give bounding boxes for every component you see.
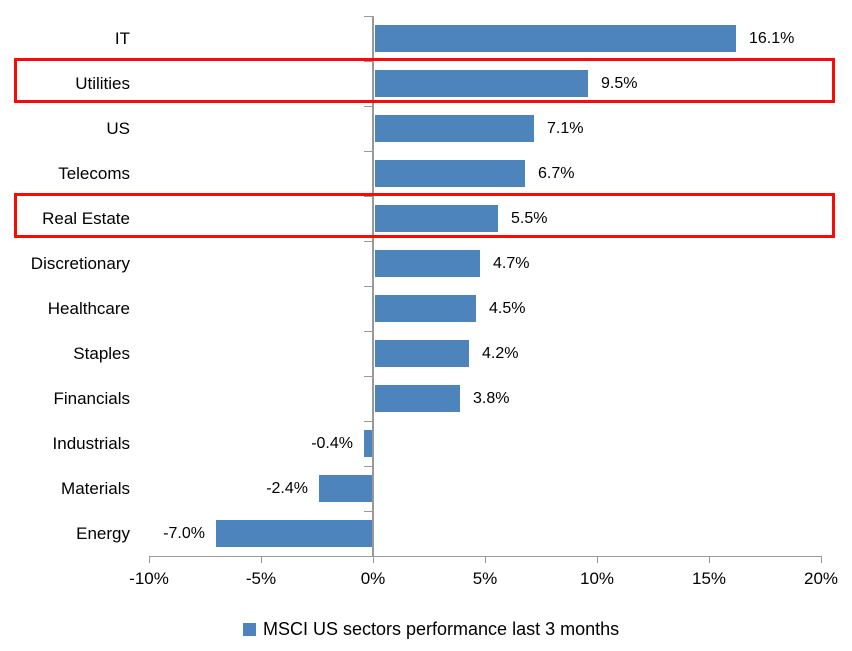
y-axis-tick: [364, 106, 372, 107]
chart-row: Discretionary 4.7%: [0, 241, 852, 286]
chart-row: Energy -7.0%: [0, 511, 852, 556]
highlight-box-utilities: [14, 58, 835, 103]
bar: [375, 115, 534, 142]
category-label: Healthcare: [47, 299, 130, 318]
chart-row: Staples 4.2%: [0, 331, 852, 376]
chart-row: Healthcare 4.5%: [0, 286, 852, 331]
legend: MSCI US sectors performance last 3 month…: [243, 619, 619, 640]
value-label: 3.8%: [473, 390, 510, 407]
y-axis-tick: [364, 421, 372, 422]
y-axis-tick: [364, 331, 372, 332]
legend-label: MSCI US sectors performance last 3 month…: [263, 619, 620, 639]
category-label: Energy: [76, 524, 130, 543]
category-label: IT: [114, 29, 130, 48]
chart-row: Materials -2.4%: [0, 466, 852, 511]
value-label: 16.1%: [749, 30, 795, 47]
y-axis-tick: [364, 151, 372, 152]
bar: [375, 205, 498, 232]
value-label: 4.5%: [489, 300, 526, 317]
x-axis-tick-label: 15%: [691, 569, 727, 588]
y-axis-tick: [364, 511, 372, 512]
value-label: 4.7%: [493, 255, 530, 272]
x-axis-tick-label: 10%: [579, 569, 615, 588]
bar: [319, 475, 373, 502]
value-label: 4.2%: [482, 345, 519, 362]
bar: [375, 250, 480, 277]
y-axis-tick: [364, 241, 372, 242]
chart-row: IT 16.1%: [0, 16, 852, 61]
category-label: Utilities: [75, 74, 130, 93]
chart-row: Telecoms 6.7%: [0, 151, 852, 196]
category-label: Materials: [61, 479, 130, 498]
chart-row: US 7.1%: [0, 106, 852, 151]
bar: [216, 520, 373, 547]
x-axis-tick-label: 0%: [360, 569, 386, 588]
y-axis-line: [372, 16, 374, 556]
bar: [375, 340, 469, 367]
x-axis-tick: [149, 556, 150, 563]
category-label: Telecoms: [58, 164, 130, 183]
y-axis-tick: [364, 376, 372, 377]
chart-row: Real Estate 5.5%: [0, 196, 852, 241]
y-axis-tick: [364, 16, 372, 17]
x-axis-tick: [709, 556, 710, 563]
x-axis-tick: [597, 556, 598, 563]
value-label: 6.7%: [538, 165, 575, 182]
x-axis-tick-label: -5%: [245, 569, 277, 588]
y-axis-tick: [364, 196, 372, 197]
value-label: 9.5%: [601, 75, 638, 92]
chart-row: Utilities 9.5%: [0, 61, 852, 106]
category-label: Financials: [53, 389, 130, 408]
x-axis-tick-label: 20%: [803, 569, 839, 588]
x-axis-tick-label: -10%: [129, 569, 169, 588]
value-label: -2.4%: [266, 480, 308, 497]
category-label: Discretionary: [30, 254, 130, 273]
highlight-box-real-estate: [14, 193, 835, 238]
bar: [375, 25, 736, 52]
category-label: Industrials: [52, 434, 130, 453]
bar: [375, 295, 476, 322]
category-label: Staples: [73, 344, 130, 363]
chart-row: Financials 3.8%: [0, 376, 852, 421]
value-label: 5.5%: [511, 210, 548, 227]
bar: [375, 385, 460, 412]
x-axis-tick: [373, 556, 374, 563]
bar: [375, 70, 588, 97]
chart-row: Industrials -0.4%: [0, 421, 852, 466]
x-axis-tick: [821, 556, 822, 563]
category-label: US: [106, 119, 130, 138]
bar: [364, 430, 373, 457]
x-axis-tick-label: 5%: [472, 569, 498, 588]
value-label: -0.4%: [311, 435, 353, 452]
legend-swatch-icon: [243, 623, 256, 636]
x-axis-tick: [485, 556, 486, 563]
y-axis-tick: [364, 61, 372, 62]
y-axis-tick: [364, 466, 372, 467]
value-label: 7.1%: [547, 120, 584, 137]
x-axis-tick: [261, 556, 262, 563]
bar: [375, 160, 525, 187]
y-axis-tick: [364, 286, 372, 287]
value-label: -7.0%: [163, 525, 205, 542]
category-label: Real Estate: [42, 209, 130, 228]
